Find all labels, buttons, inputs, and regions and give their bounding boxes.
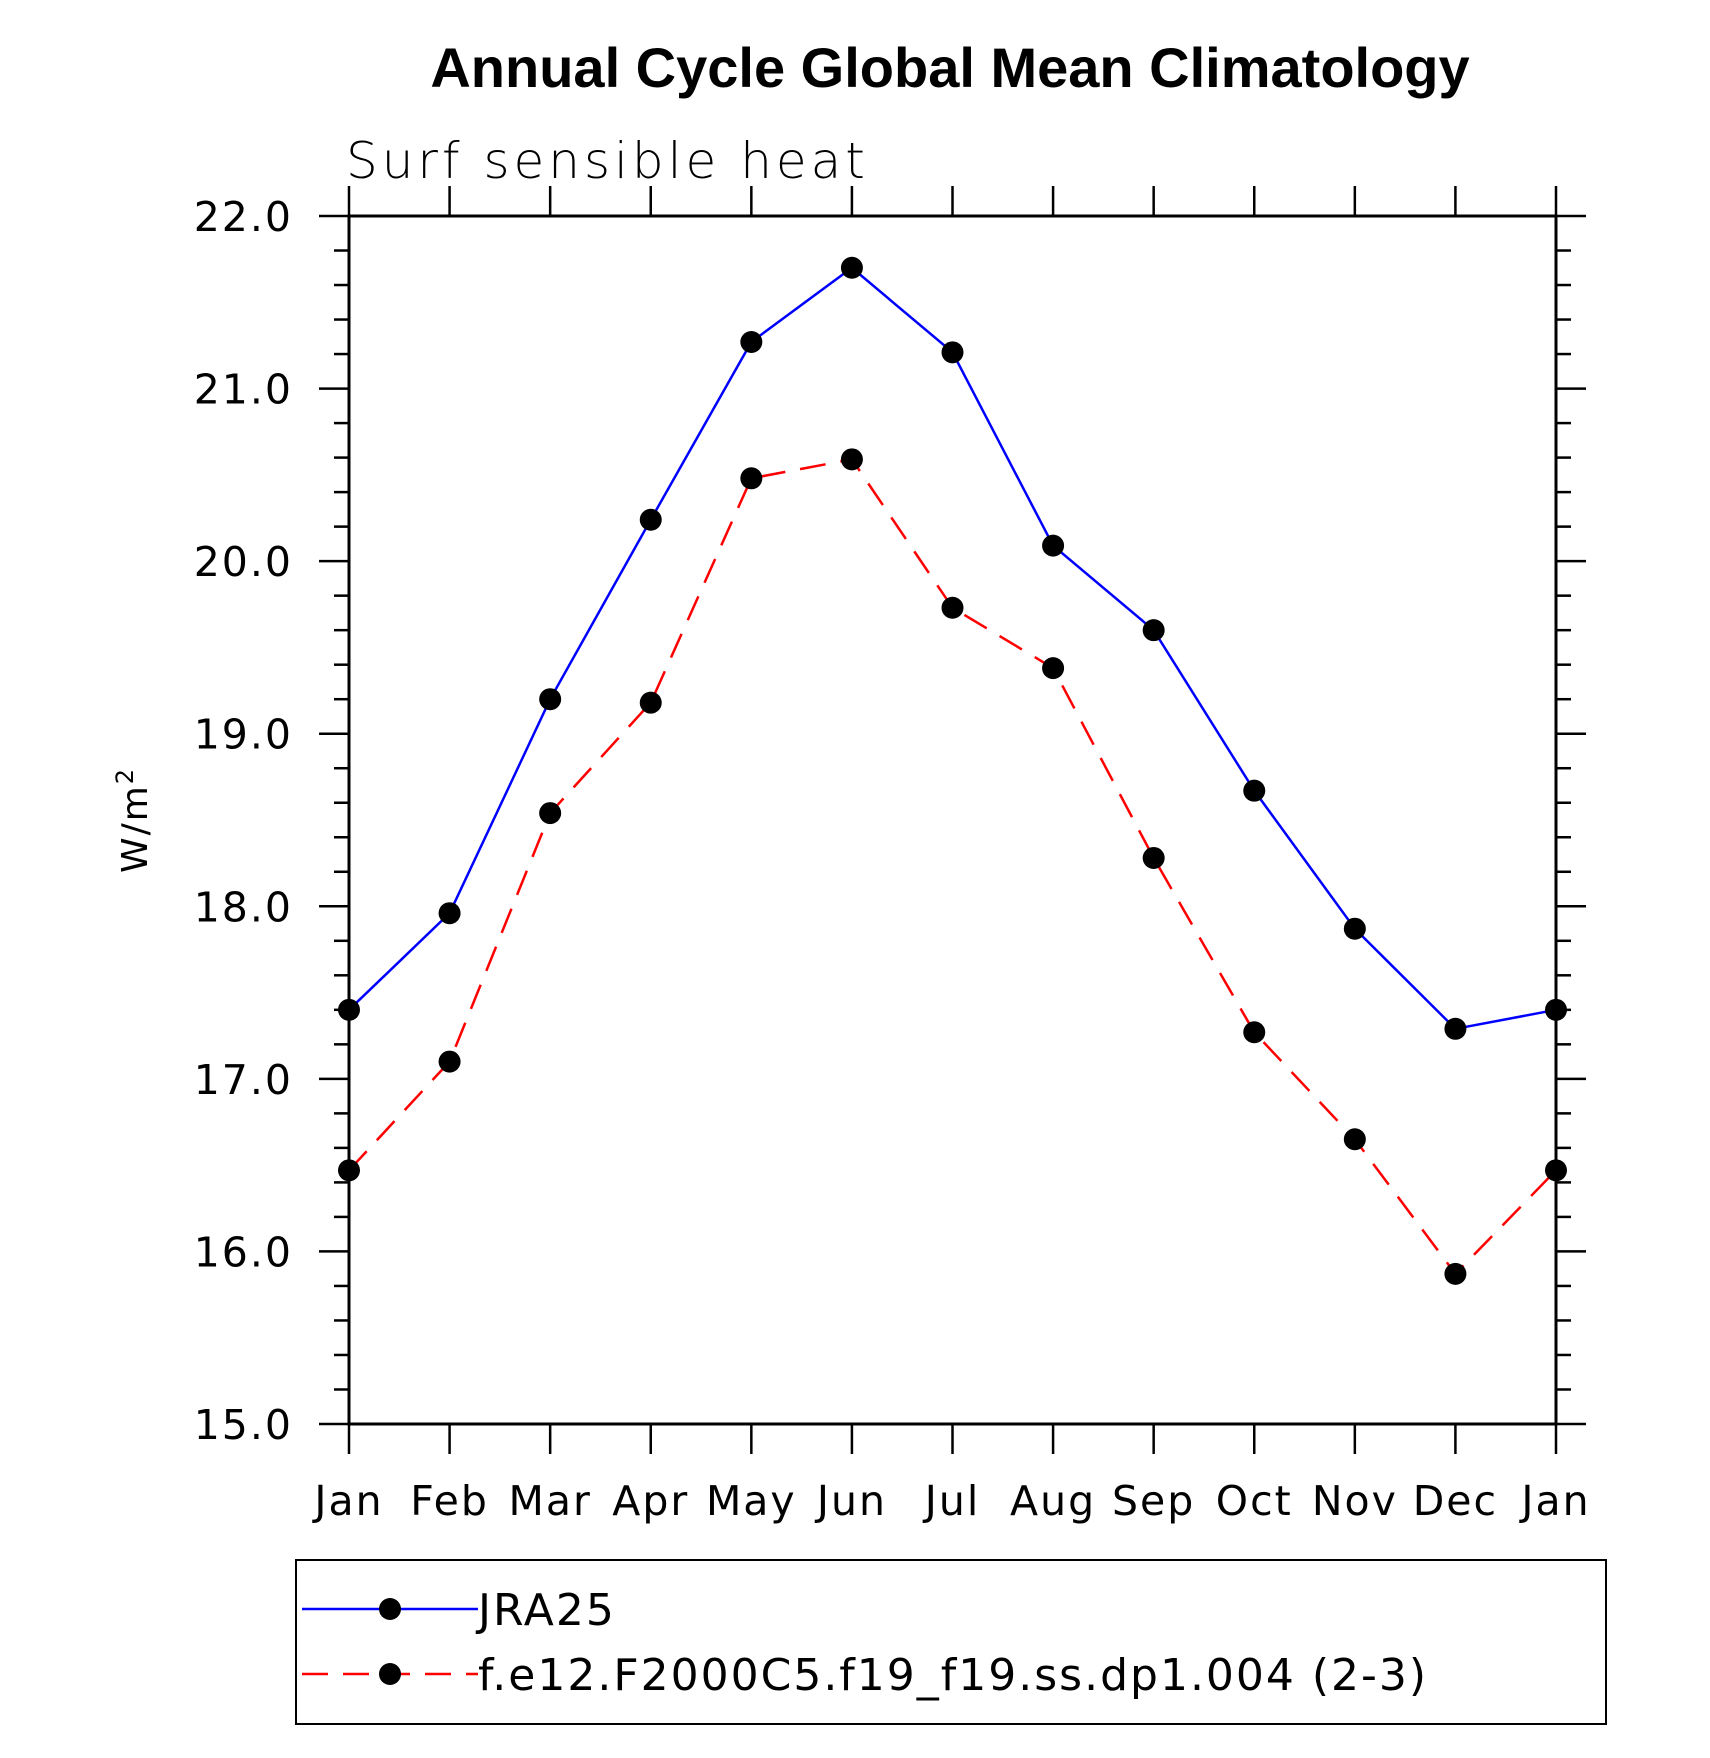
legend-label: f.e12.F2000C5.f19_f19.ss.dp1.004 (2-3) bbox=[478, 1650, 1428, 1701]
legend-label: JRA25 bbox=[475, 1585, 616, 1636]
y-tick-label: 16.0 bbox=[194, 1228, 293, 1276]
series-1 bbox=[338, 256, 1567, 1040]
x-tick-label: Jan bbox=[311, 1477, 383, 1525]
data-point bbox=[840, 256, 863, 279]
data-point bbox=[1343, 917, 1366, 940]
data-point bbox=[1444, 1017, 1467, 1040]
data-point bbox=[1243, 1021, 1266, 1044]
x-tick-label: Jul bbox=[922, 1477, 980, 1525]
data-point bbox=[639, 508, 662, 531]
data-point bbox=[338, 998, 360, 1021]
data-point bbox=[1142, 619, 1165, 642]
legend-box bbox=[295, 1559, 1607, 1725]
y-tick-label: 17.0 bbox=[194, 1056, 293, 1104]
x-tick-labels: Jan Feb Mar Apr May Jun Jul Aug Sep Oct Nov Dec Jan bbox=[311, 1477, 1590, 1525]
y-axis-label-superscript: 2 bbox=[111, 767, 139, 784]
y-tick-label: 18.0 bbox=[194, 883, 293, 931]
series-line bbox=[348, 266, 1557, 1031]
data-point bbox=[1243, 779, 1266, 802]
x-tick-label: Oct bbox=[1216, 1477, 1293, 1525]
data-point bbox=[941, 596, 964, 619]
data-point bbox=[1042, 534, 1065, 557]
svg-text:W/m2: W/m2 bbox=[111, 767, 156, 873]
series-line bbox=[348, 457, 1557, 1276]
legend-marker bbox=[379, 1663, 401, 1685]
y-axis-label: W/m2 bbox=[111, 767, 156, 873]
data-point bbox=[1444, 1262, 1467, 1285]
plot-border bbox=[347, 214, 1558, 1426]
data-point bbox=[840, 448, 863, 471]
y-tick-label: 15.0 bbox=[194, 1401, 293, 1449]
x-tick-label: Feb bbox=[410, 1477, 489, 1525]
data-point bbox=[539, 802, 562, 825]
axis-ticks bbox=[319, 186, 1586, 1454]
chart-title: Annual Cycle Global Mean Climatology bbox=[430, 36, 1469, 99]
data-point bbox=[1042, 657, 1065, 680]
data-point bbox=[740, 467, 763, 490]
x-tick-label: Mar bbox=[508, 1477, 591, 1525]
x-tick-label: Jun bbox=[814, 1477, 887, 1525]
data-point bbox=[539, 688, 562, 711]
y-axis-label-text: W/m bbox=[115, 784, 156, 873]
series-2 bbox=[338, 448, 1567, 1285]
y-tick-label: 20.0 bbox=[194, 538, 293, 586]
data-point bbox=[338, 1159, 360, 1182]
data-point bbox=[438, 1050, 461, 1073]
x-tick-label: Nov bbox=[1312, 1477, 1398, 1525]
data-point bbox=[1545, 1159, 1567, 1182]
y-tick-labels: 15.0 16.0 17.0 18.0 19.0 20.0 21.0 22.0 bbox=[194, 193, 293, 1449]
data-point bbox=[941, 341, 964, 364]
y-tick-label: 21.0 bbox=[194, 366, 293, 414]
data-point bbox=[639, 691, 662, 714]
x-tick-label: Apr bbox=[612, 1477, 689, 1525]
legend-marker bbox=[379, 1598, 401, 1620]
plot-frame bbox=[347, 214, 1558, 1426]
y-tick-label: 22.0 bbox=[194, 193, 293, 241]
x-tick-label: Jan bbox=[1518, 1477, 1590, 1525]
data-point bbox=[1142, 846, 1165, 869]
data-point bbox=[1343, 1128, 1366, 1151]
y-tick-label: 19.0 bbox=[194, 711, 293, 759]
data-point bbox=[438, 902, 461, 925]
series-layer bbox=[338, 256, 1567, 1285]
x-tick-label: May bbox=[706, 1477, 797, 1525]
data-point bbox=[740, 330, 763, 353]
x-tick-label: Dec bbox=[1413, 1477, 1498, 1525]
legend: JRA25 f.e12.F2000C5.f19_f19.ss.dp1.004 (2… bbox=[295, 1559, 1607, 1725]
x-tick-label: Aug bbox=[1010, 1477, 1096, 1525]
data-point bbox=[1545, 998, 1567, 1021]
chart-subtitle: Surf sensible heat bbox=[346, 132, 869, 190]
x-tick-label: Sep bbox=[1112, 1477, 1195, 1525]
